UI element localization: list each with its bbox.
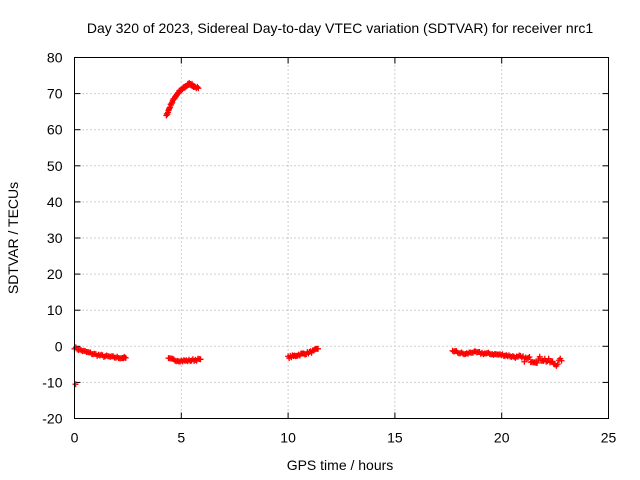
data-point <box>197 356 204 363</box>
y-tick-label: -10 <box>42 374 62 390</box>
x-tick-label: 20 <box>494 430 510 446</box>
data-points <box>71 80 565 388</box>
axis-ticks: -20 -10 0 10 20 30 40 50 60 70 80 0 5 10 15 20 25 <box>42 50 616 446</box>
y-tick-label: 60 <box>47 122 63 138</box>
x-tick-label: 0 <box>71 430 79 446</box>
y-tick-label: 50 <box>47 158 63 174</box>
x-tick-label: 25 <box>601 430 617 446</box>
data-point <box>195 85 202 92</box>
data-point <box>122 354 129 361</box>
y-tick-label: 40 <box>47 194 63 210</box>
chart-title: Day 320 of 2023, Sidereal Day-to-day VTE… <box>87 20 593 36</box>
y-tick-label: 70 <box>47 86 63 102</box>
data-point <box>525 354 532 361</box>
x-axis-title: GPS time / hours <box>287 457 394 473</box>
y-tick-label: -20 <box>42 411 62 427</box>
data-point <box>103 352 110 359</box>
y-tick-label: 0 <box>55 338 63 354</box>
plot-frame <box>74 57 609 419</box>
data-point <box>72 381 79 388</box>
data-point <box>549 358 556 365</box>
data-point <box>526 353 533 360</box>
y-tick-label: 30 <box>47 230 63 246</box>
data-point <box>558 357 565 364</box>
grid <box>74 57 609 419</box>
x-tick-label: 10 <box>280 430 296 446</box>
x-tick-label: 5 <box>177 430 185 446</box>
data-point <box>554 361 561 368</box>
data-point <box>82 348 89 355</box>
data-point <box>521 358 528 365</box>
y-tick-label: 10 <box>47 302 63 318</box>
data-point <box>534 359 541 366</box>
data-point <box>536 353 543 360</box>
x-tick-label: 15 <box>387 430 403 446</box>
data-point <box>315 345 322 352</box>
data-point <box>194 83 201 90</box>
y-tick-label: 20 <box>47 266 63 282</box>
y-axis-title: SDTVAR / TECUs <box>5 182 21 294</box>
y-tick-label: 80 <box>47 50 63 66</box>
